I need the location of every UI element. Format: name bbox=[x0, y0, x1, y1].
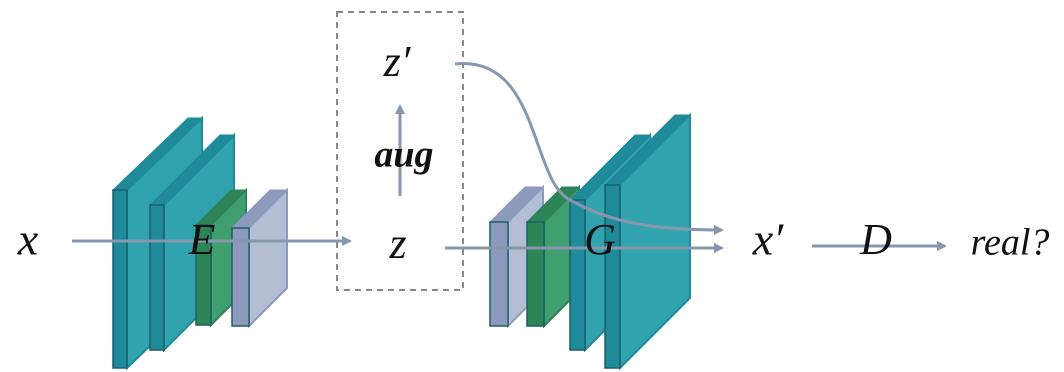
discriminator-label: D bbox=[859, 215, 892, 264]
layer-edge bbox=[570, 200, 585, 350]
generator-label: G bbox=[584, 215, 616, 264]
input-label: x bbox=[17, 214, 39, 265]
layer-edge bbox=[150, 205, 164, 350]
diagram: x E z z′ aug G x′ D real? bbox=[0, 0, 1064, 372]
layer-edge bbox=[605, 185, 620, 368]
encoder-label: E bbox=[188, 215, 216, 264]
layer-edge bbox=[490, 222, 508, 326]
aug-latent-label: z′ bbox=[383, 37, 412, 86]
latent-label: z bbox=[388, 219, 406, 268]
layer-edge bbox=[113, 190, 127, 368]
layer-edge bbox=[527, 222, 544, 326]
layer-edge bbox=[232, 228, 249, 326]
output-label: x′ bbox=[752, 214, 784, 265]
real-label: real? bbox=[971, 222, 1050, 264]
aug-label: aug bbox=[374, 134, 433, 176]
